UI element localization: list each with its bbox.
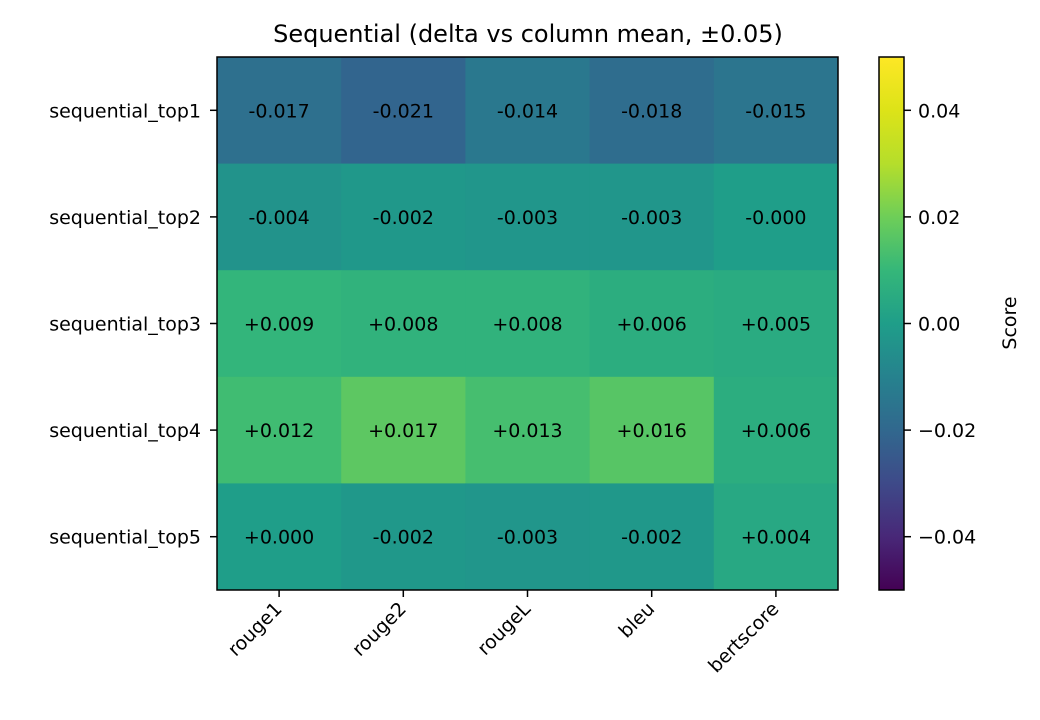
cell-value-label: -0.003 xyxy=(621,207,682,229)
cell-value-label: +0.008 xyxy=(368,314,438,336)
heatmap-cell xyxy=(713,163,839,271)
heatmap-cell xyxy=(465,270,591,378)
heatmap-cell-labels: -0.017 -0.021 -0.014 -0.018 -0.015 -0.004 -0.0… xyxy=(244,100,811,548)
heatmap-cells xyxy=(217,57,839,591)
heatmap-cell xyxy=(713,57,839,165)
cell-value-label: -0.018 xyxy=(621,100,682,122)
heatmap-cell xyxy=(465,163,591,271)
cell-value-label: +0.005 xyxy=(741,314,811,336)
heatmap-cell xyxy=(589,57,715,165)
heatmap-cell xyxy=(217,483,342,591)
heatmap-cell xyxy=(713,270,839,378)
heatmap-cell xyxy=(341,376,466,484)
x-tick-label: rouge1 xyxy=(224,598,287,661)
x-tick-label: rouge2 xyxy=(348,598,411,661)
heatmap-cell xyxy=(465,57,591,165)
cell-value-label: +0.006 xyxy=(617,314,687,336)
cell-value-label: -0.000 xyxy=(745,207,806,229)
colorbar-tick-label: 0.02 xyxy=(918,207,960,229)
chart-title: Sequential (delta vs column mean, ±0.05) xyxy=(273,20,783,48)
cell-value-label: -0.003 xyxy=(497,207,558,229)
cell-value-label: +0.013 xyxy=(492,420,562,442)
cell-value-label: +0.006 xyxy=(741,420,811,442)
cell-value-label: +0.017 xyxy=(368,420,438,442)
x-tick-label: bleu xyxy=(615,598,660,643)
cell-value-label: -0.021 xyxy=(373,100,434,122)
heatmap-cell xyxy=(217,57,342,165)
heatmap-cell xyxy=(465,483,591,591)
heatmap-cell xyxy=(217,270,342,378)
y-tick-label: sequential_top5 xyxy=(49,527,201,549)
heatmap-cell xyxy=(341,270,466,378)
y-tick-label: sequential_top2 xyxy=(49,207,201,229)
heatmap-cell xyxy=(341,483,466,591)
x-axis: rouge1 rouge2 rougeL bleu bertscore xyxy=(224,590,783,677)
cell-value-label: -0.014 xyxy=(497,100,558,122)
heatmap-cell xyxy=(713,483,839,591)
cell-value-label: -0.004 xyxy=(248,207,309,229)
cell-value-label: +0.004 xyxy=(741,527,811,549)
cell-value-label: -0.002 xyxy=(373,527,434,549)
heatmap-cell xyxy=(713,376,839,484)
cell-value-label: +0.009 xyxy=(244,314,314,336)
heatmap-cell xyxy=(341,57,466,165)
cell-value-label: +0.016 xyxy=(617,420,687,442)
heatmap-cell xyxy=(589,270,715,378)
y-tick-label: sequential_top4 xyxy=(49,420,201,442)
colorbar-tick-label: −0.04 xyxy=(918,527,976,549)
heatmap-cell xyxy=(589,376,715,484)
cell-value-label: -0.002 xyxy=(373,207,434,229)
colorbar-axis: 0.04 0.02 0.00 −0.02 −0.04 xyxy=(904,100,976,549)
colorbar xyxy=(879,57,904,590)
cell-value-label: -0.003 xyxy=(497,527,558,549)
heatmap-cell xyxy=(465,376,591,484)
heatmap-cell xyxy=(217,376,342,484)
colorbar-tick-label: 0.04 xyxy=(918,100,960,122)
cell-value-label: +0.000 xyxy=(244,527,314,549)
cell-value-label: +0.008 xyxy=(492,314,562,336)
cell-value-label: -0.015 xyxy=(745,100,806,122)
colorbar-tick-label: 0.00 xyxy=(918,314,960,336)
heatmap-cell xyxy=(217,163,342,271)
y-axis: sequential_top1 sequential_top2 sequential… xyxy=(49,100,217,549)
heatmap-cell xyxy=(589,483,715,591)
x-tick-label: rougeL xyxy=(473,598,535,660)
heatmap-cell xyxy=(589,163,715,271)
colorbar-label: Score xyxy=(999,296,1021,349)
cell-value-label: -0.017 xyxy=(248,100,309,122)
cell-value-label: -0.002 xyxy=(621,527,682,549)
colorbar-tick-label: −0.02 xyxy=(918,420,976,442)
x-tick-label: bertscore xyxy=(704,598,783,677)
heatmap-cell xyxy=(341,163,466,271)
y-tick-label: sequential_top3 xyxy=(49,314,201,336)
y-tick-label: sequential_top1 xyxy=(49,100,201,122)
cell-value-label: +0.012 xyxy=(244,420,314,442)
